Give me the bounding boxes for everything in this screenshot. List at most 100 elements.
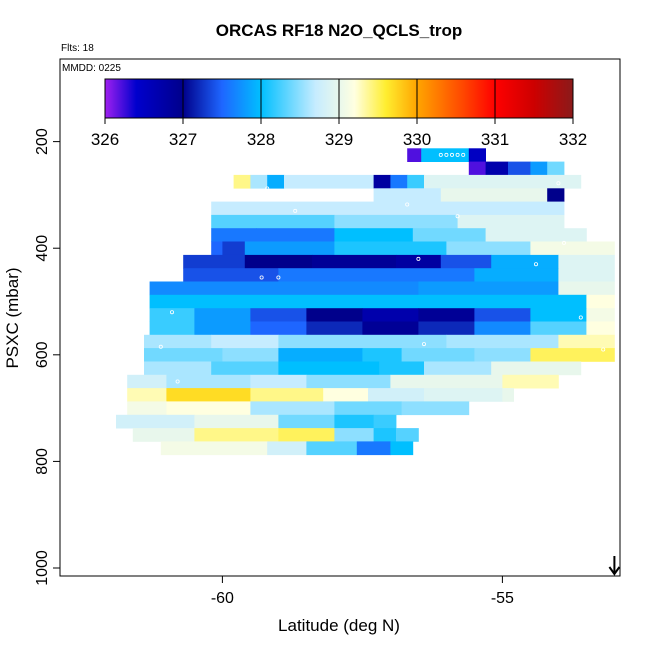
colorbar-ticks: 326 327 328 329 330 331 332	[91, 79, 587, 149]
sample-point	[461, 152, 466, 157]
heat-cell	[278, 334, 447, 349]
sample-point	[421, 440, 426, 445]
sample-point	[388, 552, 393, 557]
heat-cell	[424, 361, 492, 376]
sample-point	[556, 181, 561, 186]
y-tick-label: 200	[34, 128, 51, 155]
heat-cell	[149, 308, 195, 322]
sample-point	[455, 152, 460, 157]
heat-cell	[267, 441, 307, 456]
sample-point	[265, 186, 270, 191]
heat-cell	[289, 281, 419, 296]
sample-point	[534, 262, 539, 267]
colorbar-tick-label: 332	[559, 130, 587, 149]
down-arrow-icon	[608, 556, 621, 576]
heat-cell	[491, 361, 582, 376]
heat-cell	[116, 414, 195, 429]
x-tick-label: -55	[491, 590, 514, 607]
sample-point	[158, 344, 163, 349]
heat-cell	[250, 174, 268, 189]
sample-point	[326, 515, 331, 520]
heat-cell	[194, 321, 251, 336]
colorbar-tick-label: 326	[91, 130, 119, 149]
heat-cell	[401, 401, 470, 416]
heat-cell	[284, 174, 374, 189]
heat-cell	[440, 254, 492, 269]
heat-cell	[474, 321, 531, 336]
colorbar-tick-label: 330	[403, 130, 431, 149]
heat-cell	[149, 294, 587, 309]
heat-cell	[211, 228, 257, 242]
heat-cell	[194, 308, 251, 322]
heat-cell	[250, 388, 324, 402]
heat-cell	[250, 308, 307, 322]
heat-cell	[468, 148, 486, 162]
sample-point	[444, 152, 449, 157]
heat-cell	[334, 214, 458, 229]
heat-cell	[424, 388, 503, 402]
heat-cell	[244, 254, 313, 269]
heat-cell	[278, 268, 475, 282]
heat-cell	[547, 188, 565, 202]
heat-cell	[362, 308, 419, 322]
heat-cell	[368, 388, 425, 402]
heat-cell	[491, 254, 559, 269]
sample-point	[203, 536, 208, 541]
heat-cell	[508, 161, 531, 176]
heat-cell	[211, 214, 335, 229]
heat-cell	[211, 361, 279, 376]
heat-cell	[334, 414, 374, 429]
heat-cell	[132, 428, 195, 442]
date-note: MMDD: 0225	[62, 63, 121, 74]
heat-cell	[256, 228, 335, 242]
heat-cell	[558, 254, 615, 269]
y-tick-label: 1000	[34, 550, 51, 586]
heat-cell	[222, 241, 246, 256]
heat-cell	[446, 334, 559, 349]
heat-cell	[267, 174, 285, 189]
heat-cell	[278, 348, 363, 362]
sample-point	[220, 539, 225, 544]
heat-cell	[502, 388, 514, 402]
heat-cell	[194, 414, 279, 429]
heat-cell	[306, 321, 363, 336]
heat-cell	[474, 308, 531, 322]
heat-cell	[407, 148, 422, 162]
y-axis: 200 400 600 800 1000	[34, 128, 60, 586]
heat-cell	[424, 174, 582, 189]
heat-cell	[558, 334, 615, 349]
heat-cell	[446, 241, 531, 256]
sample-point	[573, 432, 578, 437]
heat-cell	[558, 281, 615, 296]
heat-cell	[547, 161, 565, 176]
plot-frame	[59, 58, 621, 577]
heat-cell	[474, 268, 559, 282]
heat-cell	[211, 334, 279, 349]
heat-cell	[127, 374, 167, 389]
sample-point	[337, 547, 342, 552]
sample-point	[259, 275, 264, 280]
sample-point	[388, 518, 393, 523]
heat-cell	[558, 268, 615, 282]
heat-cell	[530, 348, 615, 362]
sample-point	[416, 256, 421, 261]
heat-cell	[418, 308, 475, 322]
heat-cell	[144, 348, 223, 362]
heat-cell	[144, 334, 212, 349]
heat-cell	[233, 174, 251, 189]
sample-point	[562, 240, 567, 245]
heat-cell	[306, 374, 391, 389]
sample-point	[410, 542, 415, 547]
sample-point	[377, 483, 382, 488]
flights-note: Flts: 18	[61, 43, 94, 54]
heat-cell	[401, 348, 475, 362]
sample-point	[449, 152, 454, 157]
heat-cell	[312, 254, 397, 269]
sample-point	[455, 214, 460, 219]
sample-point	[438, 152, 443, 157]
heat-cell	[244, 241, 335, 256]
chart-title: ORCAS RF18 N2O_QCLS_trop	[216, 21, 463, 40]
heat-cell	[373, 188, 442, 202]
heat-cell	[183, 268, 279, 282]
